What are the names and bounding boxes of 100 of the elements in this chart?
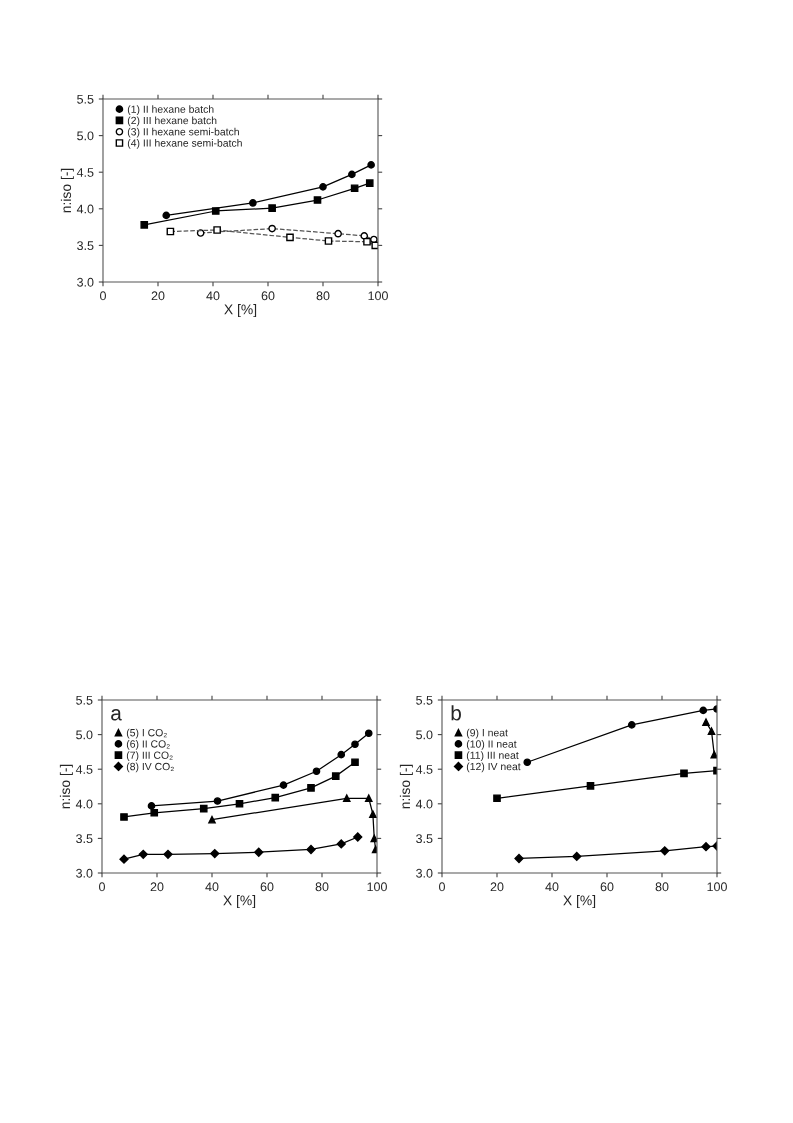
y-tick-label: 4.5 [76,168,94,177]
point [307,784,315,792]
point [313,196,322,204]
annotation: b [451,705,461,721]
point [701,842,711,852]
x-tick-label: 20 [490,882,504,892]
point [514,853,524,864]
point [365,179,374,188]
legend-label: (4) III hexane semi-batch [127,139,242,149]
x-tick-label: 20 [151,291,165,301]
x-tick-label: 60 [260,882,274,892]
y-tick-label: 5.0 [416,730,433,740]
point [351,740,359,749]
y-tick-label: 5.0 [76,730,93,740]
point [210,849,220,859]
point [348,170,356,179]
point [364,794,373,803]
point [306,844,316,855]
x-tick-label: 40 [206,291,220,301]
x-tick-label: 80 [316,291,330,301]
legend-label: (9) I neat [466,728,508,739]
legend-label: (11) III neat [466,751,519,761]
y-tick-label: 4.5 [415,765,433,774]
point [138,849,148,859]
x-tick-label: 40 [205,882,219,892]
point [150,808,159,817]
point [680,769,688,778]
point [586,781,595,790]
point [312,767,321,776]
legend-label: (7) III CO₂ [126,751,173,761]
point [140,221,149,229]
x-tick-label: 60 [600,882,614,892]
point [572,851,582,862]
point [493,794,501,803]
legend-label: (12) IV neat [466,762,521,773]
point [369,810,377,819]
point [627,721,636,729]
y-axis-title: n:iso [-] [399,764,413,809]
point [353,832,363,842]
legend-label: (5) I CO₂ [126,728,167,739]
legend-label: (10) II neat [466,740,517,750]
point [235,799,244,808]
point [279,781,288,789]
point [336,839,346,849]
point [271,793,280,802]
y-tick-label: 5.5 [77,94,94,104]
y-tick-label: 3.0 [76,868,93,878]
point [147,802,156,810]
point [707,727,716,735]
point [699,706,708,715]
y-tick-label: 4.0 [75,799,93,809]
point [351,758,359,767]
x-tick-label: 40 [545,882,559,892]
x-tick-label: 100 [367,882,387,892]
point [319,183,327,191]
y-tick-label: 4.0 [415,799,433,809]
x-tick-label: 20 [150,882,164,892]
point [254,847,264,857]
point [208,815,216,824]
point [268,204,276,212]
x-tick-label: 80 [655,882,669,892]
legend-label: (8) IV CO₂ [126,762,174,773]
y-tick-label: 5.5 [76,695,93,705]
x-tick-label: 0 [99,882,105,892]
y-tick-label: 4.0 [76,204,94,214]
legend-label: (1) II hexane batch [127,105,214,115]
legend-label: (2) III hexane batch [127,116,217,127]
point [364,729,373,738]
y-axis-title: n:iso [-] [60,168,74,213]
point [211,207,220,215]
y-tick-label: 3.0 [77,277,94,287]
point [213,797,222,805]
x-tick-label: 80 [315,882,329,892]
point [249,199,257,207]
point [660,846,670,856]
point [710,750,717,759]
point [337,750,346,759]
y-tick-label: 3.0 [416,868,433,878]
point [331,772,340,780]
point [199,804,208,813]
point [370,834,377,843]
x-axis-title: X [%] [224,304,257,318]
point [367,161,375,169]
y-tick-label: 3.5 [76,834,93,844]
x-tick-label: 0 [100,291,106,301]
y-tick-label: 5.0 [77,131,94,141]
x-tick-label: 100 [707,882,727,892]
point [120,813,128,821]
y-tick-label: 5.5 [416,695,433,705]
y-axis-title: n:iso [-] [59,764,73,809]
point [702,718,710,726]
y-tick-label: 4.5 [75,765,93,774]
point [162,211,171,220]
x-axis-title: X [%] [223,895,256,909]
x-tick-label: 100 [368,291,388,301]
y-tick-label: 3.5 [77,241,94,251]
x-tick-label: 60 [261,291,275,301]
point [523,758,532,767]
y-tick-label: 3.5 [416,834,433,844]
legend-label: (3) II hexane semi-batch [127,127,239,138]
